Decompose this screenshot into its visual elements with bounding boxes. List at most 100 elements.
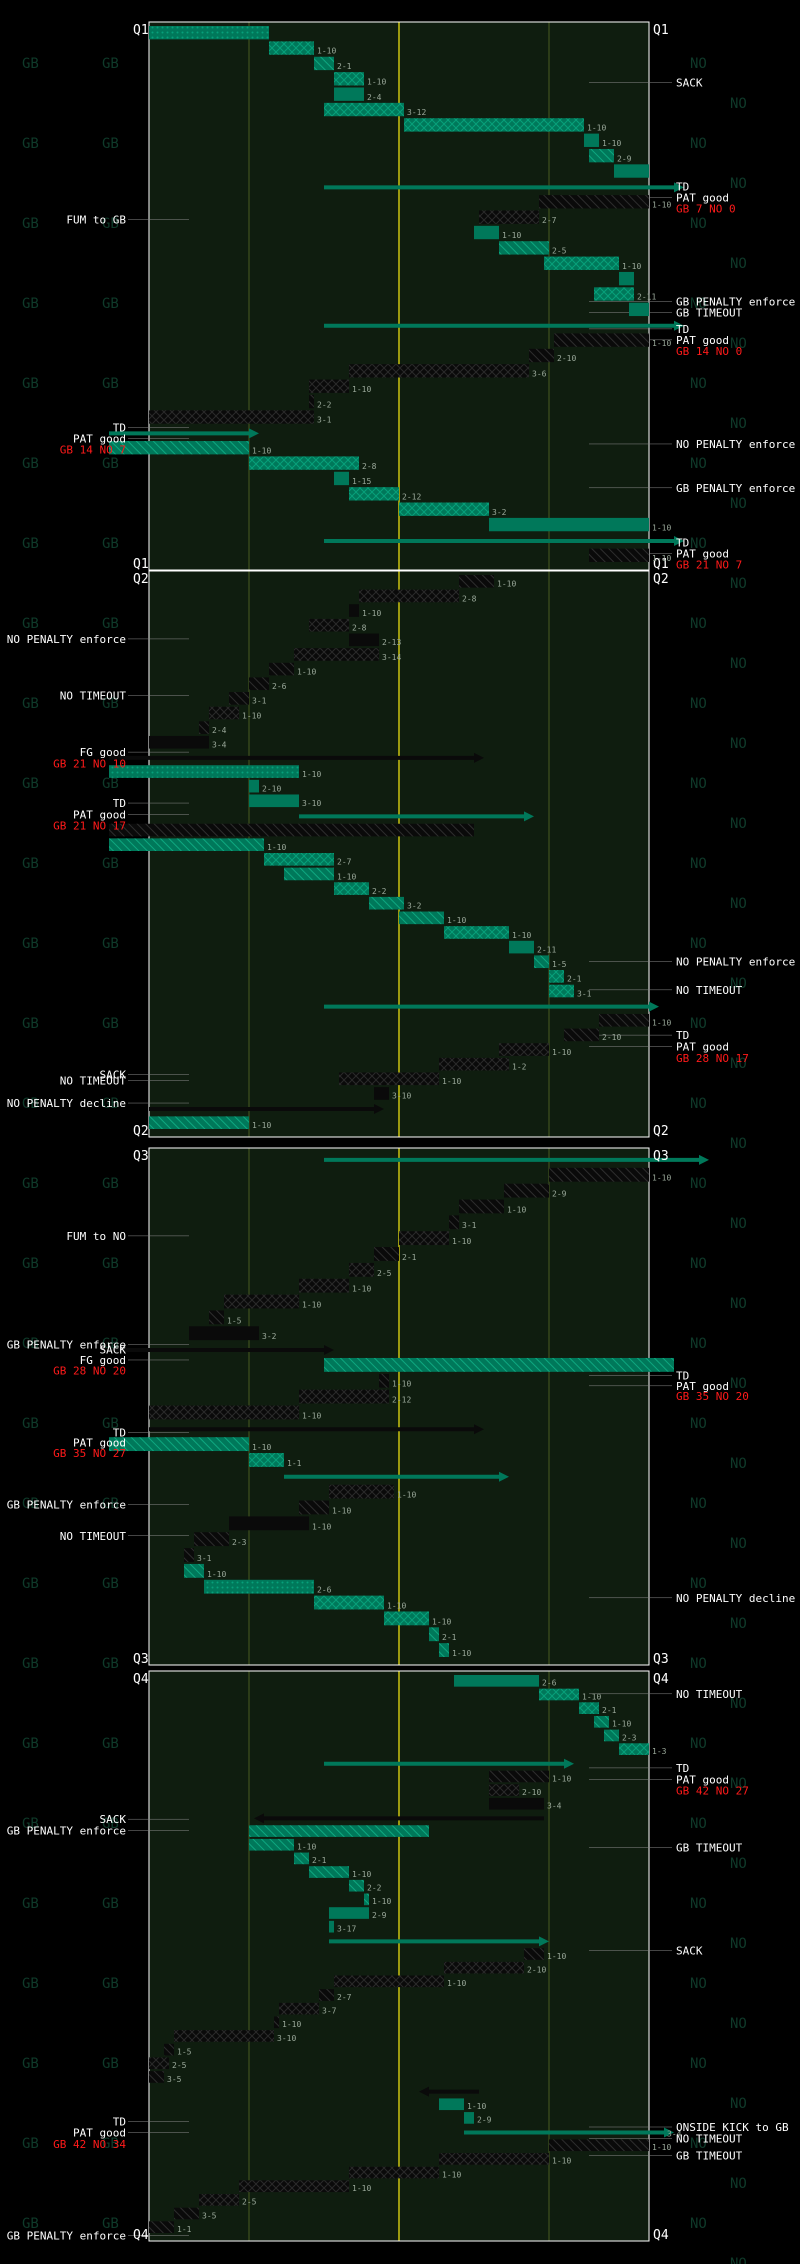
watermark-left: GB <box>22 856 39 872</box>
watermark-right: NO <box>730 1696 747 1712</box>
watermark-right: NO <box>690 1176 707 1192</box>
quarter-label: Q4 <box>653 1672 669 1687</box>
event-annotation: PAT good <box>73 432 126 445</box>
down-distance-label: 2-1 <box>442 1633 457 1642</box>
event-annotation: PAT good <box>676 1040 729 1053</box>
no-play-bar <box>199 2194 239 2206</box>
down-distance-label: 1-10 <box>207 1570 226 1579</box>
gb-play-bar <box>109 838 264 851</box>
gb-play-bar <box>444 926 509 939</box>
no-play-bar <box>459 1199 504 1214</box>
score-annotation: GB 14 NO 7 <box>60 443 126 456</box>
down-distance-label: 1-10 <box>652 554 671 563</box>
gb-play-bar <box>539 1688 579 1701</box>
event-annotation: SACK <box>676 1944 703 1957</box>
down-distance-label: 1-10 <box>362 609 381 618</box>
watermark-right: NO <box>690 1096 707 1112</box>
down-distance-label: 2-10 <box>522 1788 541 1797</box>
no-play-bar <box>449 1215 459 1230</box>
watermark-left: GB <box>22 136 39 152</box>
watermark-right: NO <box>690 1336 707 1352</box>
down-distance-label: 1-10 <box>367 77 386 86</box>
watermark-left: GB <box>22 376 39 392</box>
kick-arrowhead <box>564 1758 574 1769</box>
gb-play-bar <box>594 1715 609 1728</box>
event-annotation: NO PENALTY decline <box>7 1097 126 1110</box>
gb-play-bar <box>454 1675 539 1687</box>
no-play-bar <box>439 1057 509 1071</box>
gb-play-bar <box>499 241 549 255</box>
gb-play-bar <box>334 882 369 895</box>
down-distance-label: 1-10 <box>652 523 671 532</box>
watermark-left: GB <box>22 536 39 552</box>
quarter-label: Q2 <box>653 1124 669 1139</box>
watermark-left: GB <box>102 1576 119 1592</box>
watermark-right: NO <box>730 976 747 992</box>
watermark-right: NO <box>690 1416 707 1432</box>
watermark-left: GB <box>22 2136 39 2152</box>
event-annotation: GB PENALTY enforce <box>7 1499 126 1512</box>
watermark-right: NO <box>690 456 707 472</box>
no-play-bar <box>439 2153 549 2165</box>
down-distance-label: 1-5 <box>177 2047 192 2056</box>
no-play-bar <box>549 2139 649 2152</box>
quarter-label: Q1 <box>653 23 669 38</box>
gb-play-bar <box>334 471 349 486</box>
gb-play-bar <box>579 1702 599 1714</box>
score-annotation: GB 42 NO 34 <box>53 2138 126 2151</box>
no-play-bar <box>294 648 379 661</box>
gb-play-bar <box>439 1643 449 1657</box>
gb-play-bar <box>109 441 249 455</box>
no-play-bar <box>349 633 379 647</box>
event-annotation: GB TIMEOUT <box>676 2150 743 2163</box>
no-play-bar <box>274 2016 279 2029</box>
event-annotation: PAT good <box>73 2127 126 2140</box>
gb-play-bar <box>334 87 364 101</box>
down-distance-label: 2-11 <box>537 945 556 954</box>
down-distance-label: 3-2 <box>492 508 507 517</box>
no-play-bar <box>299 1500 329 1515</box>
down-distance-label: 2-6 <box>542 1679 557 1688</box>
gb-play-bar <box>249 1825 429 1837</box>
quarter-label: Q3 <box>133 1149 149 1164</box>
down-distance-label: 2-12 <box>402 493 421 502</box>
gb-play-bar <box>604 1729 619 1742</box>
watermark-right: NO <box>690 1576 707 1592</box>
watermark-left: GB <box>22 1176 39 1192</box>
down-distance-label: 2-9 <box>372 1911 387 1920</box>
gb-play-bar <box>264 853 334 866</box>
down-distance-label: 1-2 <box>512 1062 527 1071</box>
watermark-left: GB <box>102 56 119 72</box>
gb-play-bar <box>404 118 584 132</box>
watermark-right: NO <box>730 576 747 592</box>
score-annotation: GB 28 NO 17 <box>676 1052 749 1065</box>
event-annotation: SACK <box>100 1813 127 1826</box>
watermark-left: GB <box>22 616 39 632</box>
gb-play-bar <box>249 779 259 793</box>
event-annotation: GB PENALTY enforce <box>7 2229 126 2242</box>
no-play-bar <box>229 692 249 705</box>
down-distance-label: 1-10 <box>297 667 316 676</box>
down-distance-label: 2-7 <box>337 858 352 867</box>
score-annotation: GB 7 NO 0 <box>676 202 736 215</box>
down-distance-label: 1-10 <box>452 1649 471 1658</box>
no-play-bar <box>489 1797 544 1810</box>
watermark-left: GB <box>102 456 119 472</box>
watermark-right: NO <box>690 1736 707 1752</box>
event-annotation: TD <box>676 1369 689 1382</box>
watermark-right: NO <box>690 1496 707 1512</box>
gb-play-bar <box>149 1116 249 1129</box>
no-play-bar <box>149 1405 299 1420</box>
no-play-bar <box>309 379 349 393</box>
watermark-right: NO <box>690 2136 707 2152</box>
quarter-label: Q1 <box>133 557 149 572</box>
watermark-right: NO <box>730 496 747 512</box>
watermark-right: NO <box>730 1616 747 1632</box>
down-distance-label: 2-12 <box>392 1396 411 1405</box>
down-distance-label: 3-10 <box>302 799 321 808</box>
event-annotation: ONSIDE KICK to GB <box>676 2121 789 2134</box>
event-annotation: SACK <box>100 1344 127 1357</box>
watermark-left: GB <box>102 1256 119 1272</box>
no-play-bar <box>489 1784 519 1796</box>
gb-play-bar <box>549 970 564 983</box>
